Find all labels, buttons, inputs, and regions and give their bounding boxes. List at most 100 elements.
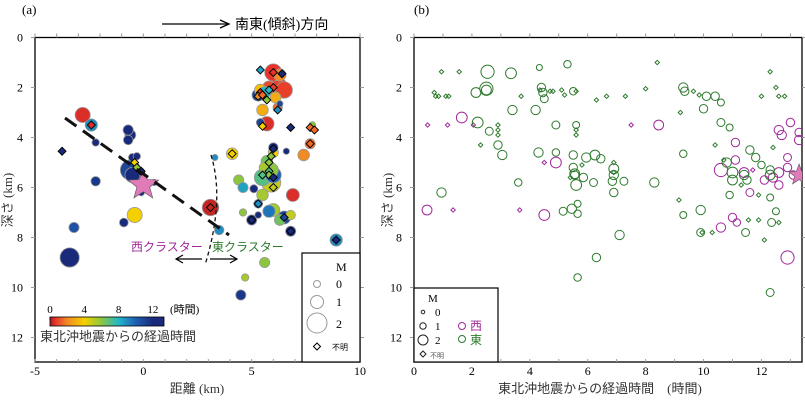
unknown-magnitude-point <box>709 229 716 236</box>
unknown-magnitude-point <box>255 65 265 75</box>
unknown-magnitude-point <box>444 122 451 128</box>
earthquake-point <box>716 98 725 107</box>
earthquake-point <box>480 64 495 79</box>
unknown-magnitude-point <box>495 122 501 128</box>
earthquake-point <box>551 148 561 157</box>
earthquake-point <box>569 87 578 96</box>
earthquake-point <box>471 116 484 129</box>
unknown-magnitude-point <box>767 68 774 75</box>
panel-b-ylabel: 深さ (km) <box>380 173 395 228</box>
earthquake-point <box>568 150 578 160</box>
unknown-magnitude-point <box>593 97 600 103</box>
earthquake-point <box>573 209 582 218</box>
earthquake-point <box>614 229 625 241</box>
colorbar-tick-label: 0 <box>47 304 53 316</box>
earthquake-point <box>551 120 561 130</box>
unknown-magnitude-point <box>696 92 703 98</box>
y-tick-label: 8 <box>396 231 402 245</box>
unknown-magnitude-point <box>253 199 263 209</box>
legend-a-m1: 1 <box>336 295 342 309</box>
colorbar-tick-label: 8 <box>116 304 122 316</box>
earthquake-point <box>535 64 543 71</box>
earthquake-point <box>696 228 706 237</box>
east-cluster-label: 東クラスター <box>212 240 284 254</box>
unknown-magnitude-point <box>268 172 278 183</box>
earthquake-point <box>745 188 755 197</box>
earthquake-point <box>730 137 741 148</box>
unknown-magnitude-point <box>257 90 268 100</box>
unknown-magnitude-point <box>286 226 296 236</box>
earthquake-point <box>254 211 262 219</box>
x-tick-label: 0 <box>140 364 146 378</box>
earthquake-point <box>536 82 547 93</box>
unknown-magnitude-point <box>268 144 278 154</box>
unknown-magnitude-point <box>610 159 617 166</box>
earthquake-point <box>589 178 598 187</box>
earthquake-point <box>608 163 620 175</box>
earthquake-point <box>726 166 739 179</box>
unknown-magnitude-point <box>699 229 706 236</box>
x-tick-label: 2 <box>469 364 475 378</box>
earthquake-point <box>710 91 720 101</box>
earthquake-point <box>514 178 523 187</box>
panel-b-points <box>421 59 802 297</box>
legend-b-west: 西 <box>470 319 482 333</box>
earthquake-point <box>725 123 734 132</box>
earthquake-point <box>573 273 582 282</box>
earthquake-point <box>539 94 549 104</box>
earthquake-point <box>738 167 750 178</box>
earthquake-point <box>653 119 665 131</box>
x-tick-label: -5 <box>30 364 40 378</box>
earthquake-point <box>262 204 276 218</box>
earthquake-point <box>741 228 750 237</box>
unknown-magnitude-point <box>205 202 216 213</box>
earthquake-point <box>765 165 775 175</box>
unknown-magnitude-point <box>690 88 697 95</box>
unknown-magnitude-point <box>431 89 438 96</box>
earthquake-point <box>794 127 802 138</box>
panel-a-label: (a) <box>22 2 36 17</box>
y-tick-label: 6 <box>396 181 402 195</box>
unknown-magnitude-point <box>518 93 525 100</box>
earthquake-point <box>123 134 134 146</box>
earthquake-point <box>455 111 468 124</box>
y-tick-label: 0 <box>17 31 23 45</box>
earthquake-point <box>716 118 726 127</box>
earthquake-point <box>68 221 80 233</box>
earthquake-point <box>497 149 508 161</box>
cluster-boundary-curve <box>204 154 218 266</box>
earthquake-point <box>276 100 284 108</box>
unknown-magnitude-point <box>268 82 278 93</box>
earthquake-point <box>533 147 544 158</box>
earthquake-point <box>609 187 619 198</box>
unknown-magnitude-point <box>755 217 762 223</box>
unknown-magnitude-point <box>477 142 484 148</box>
earthquake-point <box>581 152 592 163</box>
unknown-magnitude-point <box>264 85 274 95</box>
y-tick-label: 4 <box>396 131 402 145</box>
earthquake-point <box>538 209 551 221</box>
unknown-magnitude-point <box>495 132 501 138</box>
unknown-magnitude-point <box>745 217 752 223</box>
plot-frame <box>413 36 803 363</box>
y-tick-label: 8 <box>17 231 23 245</box>
earthquake-point <box>759 175 770 185</box>
colorbar-tick-label: 4 <box>82 304 88 316</box>
y-tick-label: 12 <box>11 331 23 345</box>
legend-b-m2: 2 <box>435 335 441 347</box>
unknown-magnitude-point <box>257 121 268 131</box>
unknown-magnitude-point <box>712 142 719 148</box>
west-arrow <box>174 254 202 264</box>
unknown-magnitude-point <box>262 95 272 105</box>
earthquake-point <box>649 177 660 188</box>
unknown-magnitude-point <box>550 88 556 95</box>
unknown-magnitude-point <box>677 109 684 116</box>
plot-frame <box>34 36 361 363</box>
unknown-magnitude-point <box>755 192 762 198</box>
unknown-magnitude-point <box>781 93 788 100</box>
earthquake-point <box>237 181 249 193</box>
unknown-magnitude-point <box>541 159 548 166</box>
